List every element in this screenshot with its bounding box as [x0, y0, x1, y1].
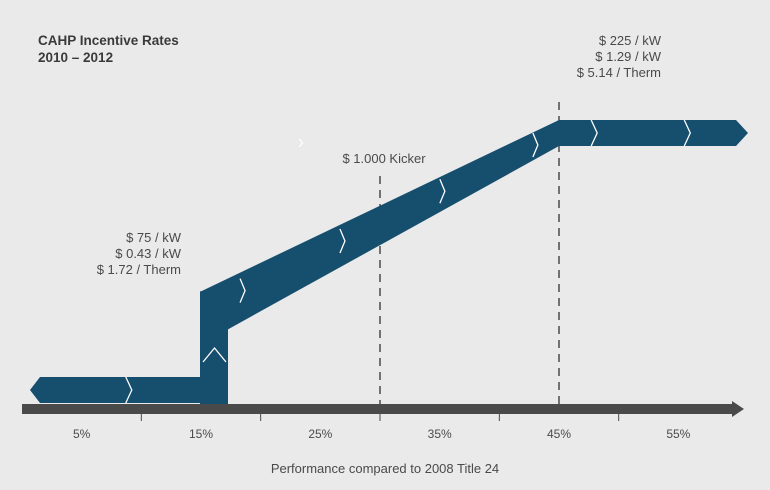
x-axis: 5% 15% 25% 35% 45% 55% — [22, 401, 744, 441]
chevron-rise-3 — [439, 179, 446, 204]
band-segment-rise — [201, 120, 559, 330]
band-segment-top — [559, 120, 748, 146]
x-tick-label-15: 15% — [189, 427, 213, 441]
high-rate-kw-alt: $ 1.29 / kW — [595, 49, 661, 64]
x-axis-label: Performance compared to 2008 Title 24 — [271, 461, 499, 476]
reference-lines — [379, 102, 560, 409]
chevron-step — [202, 346, 227, 363]
chevron-rise-4 — [532, 132, 539, 158]
chevron-top-1 — [590, 119, 598, 147]
x-tick-label-25: 25% — [308, 427, 332, 441]
x-tick-label-55: 55% — [666, 427, 690, 441]
x-tick-label-35: 35% — [428, 427, 452, 441]
kicker-label: $ 1.000 Kicker — [342, 151, 426, 166]
chevron-hidden — [298, 138, 304, 148]
chart-title: CAHP Incentive Rates — [38, 33, 179, 48]
chevron-base-1 — [125, 376, 133, 404]
low-rate-kw-alt: $ 0.43 / kW — [115, 246, 181, 261]
low-rate-therm: $ 1.72 / Therm — [97, 262, 181, 277]
chevron-top-2 — [683, 119, 691, 147]
x-tick-label-45: 45% — [547, 427, 571, 441]
annotation-low-rate: $ 75 / kW $ 0.43 / kW $ 1.72 / Therm — [97, 230, 182, 277]
x-axis-arrow — [22, 401, 744, 417]
high-rate-therm: $ 5.14 / Therm — [577, 65, 661, 80]
x-tick-label-5: 5% — [73, 427, 91, 441]
band-segment-base — [30, 377, 201, 403]
low-rate-kw: $ 75 / kW — [126, 230, 182, 245]
rate-band — [30, 119, 748, 409]
chevron-rise-1 — [239, 278, 246, 303]
chart-subtitle: 2010 – 2012 — [38, 50, 113, 65]
high-rate-kw: $ 225 / kW — [599, 33, 662, 48]
chevron-rise-2 — [339, 228, 346, 254]
annotation-high-rate: $ 225 / kW $ 1.29 / kW $ 5.14 / Therm — [577, 33, 662, 80]
